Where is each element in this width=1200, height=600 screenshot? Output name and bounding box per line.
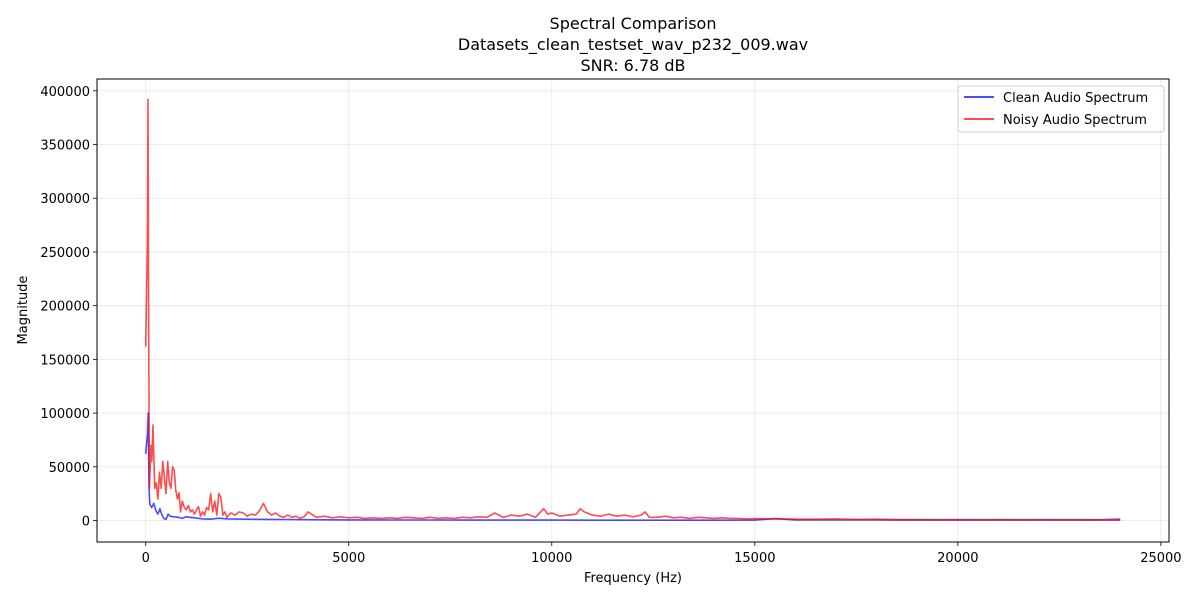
series-layer [144,98,1121,522]
chart-title-line-3: SNR: 6.78 dB [580,56,685,75]
grid-lines [97,79,1169,542]
x-tick-label: 25000 [1140,551,1181,566]
x-tick-label: 20000 [937,551,978,566]
y-tick-label: 50000 [49,461,90,476]
y-axis-label: Magnitude [16,276,31,345]
y-axis-ticks: 0 50000 100000 150000 200000 250000 300000 3500… [40,85,97,530]
x-tick-label: 5000 [332,551,365,566]
chart-title-line-2: Datasets_clean_testset_wav_p232_009.wav [458,35,808,55]
legend-label-clean: Clean Audio Spectrum [1003,91,1148,106]
plot-frame [96,78,1170,543]
y-tick-label: 100000 [40,407,90,422]
x-axis-ticks: 0 5000 10000 15000 20000 25000 [142,542,1182,566]
series-line-noisy [144,98,1121,521]
chart-title-line-1: Spectral Comparison [550,14,717,33]
y-tick-label: 200000 [40,300,90,315]
y-tick-label: 300000 [40,192,90,207]
legend-label-noisy: Noisy Audio Spectrum [1003,113,1147,128]
y-tick-label: 0 [82,515,90,530]
legend: Clean Audio Spectrum Noisy Audio Spectru… [957,85,1165,133]
x-tick-label: 15000 [734,551,775,566]
x-axis-label: Frequency (Hz) [584,571,682,586]
x-tick-label: 10000 [531,551,572,566]
y-tick-label: 400000 [40,85,90,100]
y-tick-label: 250000 [40,246,90,261]
legend-box [957,85,1165,133]
y-tick-label: 350000 [40,139,90,154]
y-tick-label: 150000 [40,353,90,368]
x-tick-label: 0 [142,551,150,566]
